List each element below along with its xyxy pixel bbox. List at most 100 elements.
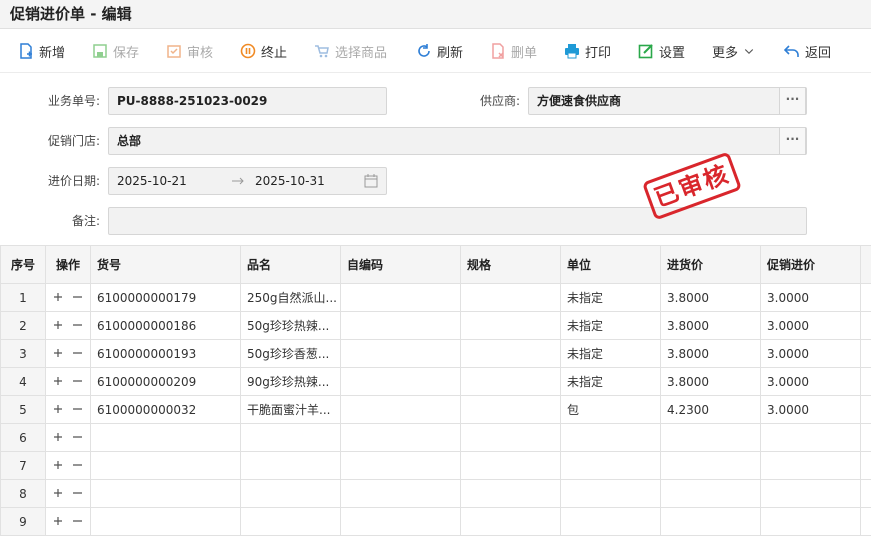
empty-cell: [660, 451, 761, 480]
cell: 250g自然派山...: [240, 283, 341, 312]
cell: 未指定: [560, 311, 661, 340]
button-label: 打印: [585, 45, 612, 61]
row-number: 9: [0, 507, 46, 536]
toolbar-button[interactable]: 返回: [784, 30, 831, 72]
add-remove-icons[interactable]: [53, 432, 83, 442]
field-label: 供应商:: [479, 94, 520, 108]
column-header: 货号: [90, 245, 241, 284]
filler-cell: [860, 479, 871, 508]
cell: 3.0000: [760, 367, 861, 396]
empty-cell: [460, 339, 561, 368]
toolbar-button[interactable]: 终止: [240, 30, 287, 72]
button-label: 新增: [39, 45, 66, 61]
empty-cell: [240, 507, 341, 536]
picker-button[interactable]: ···: [779, 87, 806, 115]
cell: 6100000000032: [90, 395, 241, 424]
calendar-icon: [364, 174, 378, 188]
add-remove-icons[interactable]: [53, 516, 83, 526]
store-input[interactable]: 总部 ···: [108, 127, 807, 155]
supplier-input[interactable]: 方便速食供应商 ···: [528, 87, 807, 115]
empty-cell: [340, 451, 461, 480]
empty-cell: [340, 283, 461, 312]
column-header: 品名: [240, 245, 341, 284]
toolbar-button[interactable]: 刷新: [416, 30, 463, 72]
cell: 3.8000: [660, 283, 761, 312]
field-label: 业务单号:: [47, 94, 100, 108]
button-label: 保存: [113, 45, 140, 61]
picker-button[interactable]: ···: [779, 127, 806, 155]
cell: 3.0000: [760, 339, 861, 368]
add-remove-icons[interactable]: [53, 460, 83, 470]
add-remove-icons[interactable]: [53, 348, 83, 358]
toolbar-button[interactable]: 审核: [166, 30, 213, 72]
empty-cell: [460, 507, 561, 536]
cell: 90g珍珍热辣...: [240, 367, 341, 396]
icon: [492, 43, 504, 59]
filler-cell: [860, 507, 871, 536]
field-label: 促销门店:: [47, 134, 100, 148]
empty-cell: [560, 423, 661, 452]
window-title: 促销进价单 - 编辑: [0, 0, 871, 29]
cell: 50g珍珍香葱...: [240, 339, 341, 368]
button-label: 审核: [187, 45, 214, 61]
empty-cell: [460, 423, 561, 452]
toolbar-button[interactable]: 保存: [92, 30, 139, 72]
cell: 3.0000: [760, 311, 861, 340]
empty-cell: [760, 479, 861, 508]
toolbar-button[interactable]: 打印: [564, 30, 611, 72]
field-value: 方便速食供应商: [537, 94, 622, 108]
empty-cell: [660, 423, 761, 452]
add-remove-icons[interactable]: [53, 376, 83, 386]
remark-input[interactable]: [108, 207, 807, 235]
row-actions: [45, 339, 91, 368]
cell: 3.0000: [760, 395, 861, 424]
empty-cell: [460, 479, 561, 508]
items-table: 序号 操作 货号 品名 自编码 规格 单位 进货价 促销进价 1 6100000000179 250…: [0, 245, 871, 536]
icon: [565, 44, 579, 59]
table-row: 9: [0, 507, 871, 536]
empty-cell: [660, 479, 761, 508]
row-actions: [45, 395, 91, 424]
icon: [418, 44, 430, 57]
button-label: 返回: [805, 45, 832, 61]
date-range-input[interactable]: 2025-10-21 2025-10-31: [108, 167, 387, 195]
order-no-input[interactable]: PU-8888-251023-0029: [108, 87, 387, 115]
icon: [315, 45, 329, 58]
empty-cell: [90, 479, 241, 508]
add-remove-icons[interactable]: [53, 404, 83, 414]
toolbar-button[interactable]: 选择商品: [314, 30, 387, 72]
empty-cell: [660, 507, 761, 536]
empty-cell: [90, 423, 241, 452]
field-label: 进价日期:: [47, 174, 100, 188]
add-remove-icons[interactable]: [53, 292, 83, 302]
add-remove-icons[interactable]: [53, 320, 83, 330]
column-header: 单位: [560, 245, 661, 284]
empty-cell: [460, 395, 561, 424]
table-row: 2 6100000000186 50g珍珍热辣... 未指定 3.8000 3.0000: [0, 311, 871, 340]
empty-cell: [560, 451, 661, 480]
toolbar-button[interactable]: 更多: [712, 30, 755, 72]
empty-cell: [760, 507, 861, 536]
row-actions: [45, 423, 91, 452]
button-label: 设置: [659, 45, 686, 61]
empty-cell: [240, 451, 341, 480]
icon: [784, 45, 799, 57]
empty-cell: [560, 507, 661, 536]
toolbar-button[interactable]: 新增: [18, 30, 65, 72]
table-row: 3 6100000000193 50g珍珍香葱... 未指定 3.8000 3.0000: [0, 339, 871, 368]
add-remove-icons[interactable]: [53, 488, 83, 498]
row-actions: [45, 479, 91, 508]
table-row: 7: [0, 451, 871, 480]
start-date: 2025-10-21: [117, 174, 187, 188]
field-label: 备注:: [71, 214, 100, 228]
icon: [638, 44, 653, 59]
cell: 3.8000: [660, 311, 761, 340]
empty-cell: [90, 507, 241, 536]
toolbar-button[interactable]: 删单: [490, 30, 537, 72]
empty-cell: [460, 367, 561, 396]
cell: 6100000000179: [90, 283, 241, 312]
filler-cell: [860, 423, 871, 452]
row-actions: [45, 367, 91, 396]
toolbar-button[interactable]: 设置: [638, 30, 685, 72]
